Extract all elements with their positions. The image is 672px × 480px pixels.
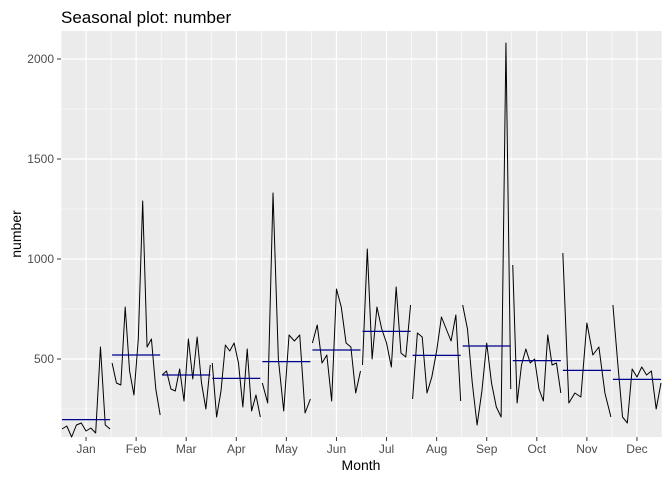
series-line-sep: [462, 42, 512, 426]
minor-gridlines: [60, 31, 663, 437]
series-line-apr: [211, 342, 261, 418]
mean-lines: [62, 330, 661, 421]
y-axis: 500 1000 1500 2000: [27, 52, 61, 366]
x-tick-label: Jul: [379, 442, 394, 456]
x-tick-label: Apr: [227, 442, 246, 456]
x-tick-label: Jun: [327, 442, 346, 456]
series-line-nov: [562, 252, 612, 418]
x-tick-label: Dec: [626, 442, 647, 456]
series-line-oct: [512, 264, 562, 404]
series-line-dec: [612, 304, 662, 424]
y-tick-label: 2000: [27, 52, 54, 66]
x-tick-label: Mar: [176, 442, 197, 456]
y-axis-title: number: [8, 210, 24, 258]
x-axis: Jan Feb Mar Apr May Jun Jul Aug Sep Oct Nov Dec: [76, 437, 648, 456]
series-line-may: [261, 192, 311, 414]
series-line-jul: [362, 248, 412, 368]
series-line-jan: [61, 346, 111, 438]
y-tick-label: 1500: [27, 152, 54, 166]
x-tick-label: May: [275, 442, 298, 456]
series-line-feb: [111, 200, 161, 416]
x-tick-label: Oct: [527, 442, 546, 456]
x-tick-label: Jan: [76, 442, 95, 456]
series-line-aug: [412, 314, 462, 402]
y-tick-label: 500: [34, 352, 54, 366]
x-tick-label: Aug: [426, 442, 447, 456]
x-tick-label: Sep: [476, 442, 498, 456]
x-axis-title: Month: [342, 457, 381, 473]
x-tick-label: Nov: [576, 442, 597, 456]
chart-title: Seasonal plot: number: [61, 8, 231, 27]
x-tick-label: Feb: [126, 442, 147, 456]
series-line-mar: [161, 336, 211, 410]
y-tick-label: 1000: [27, 252, 54, 266]
